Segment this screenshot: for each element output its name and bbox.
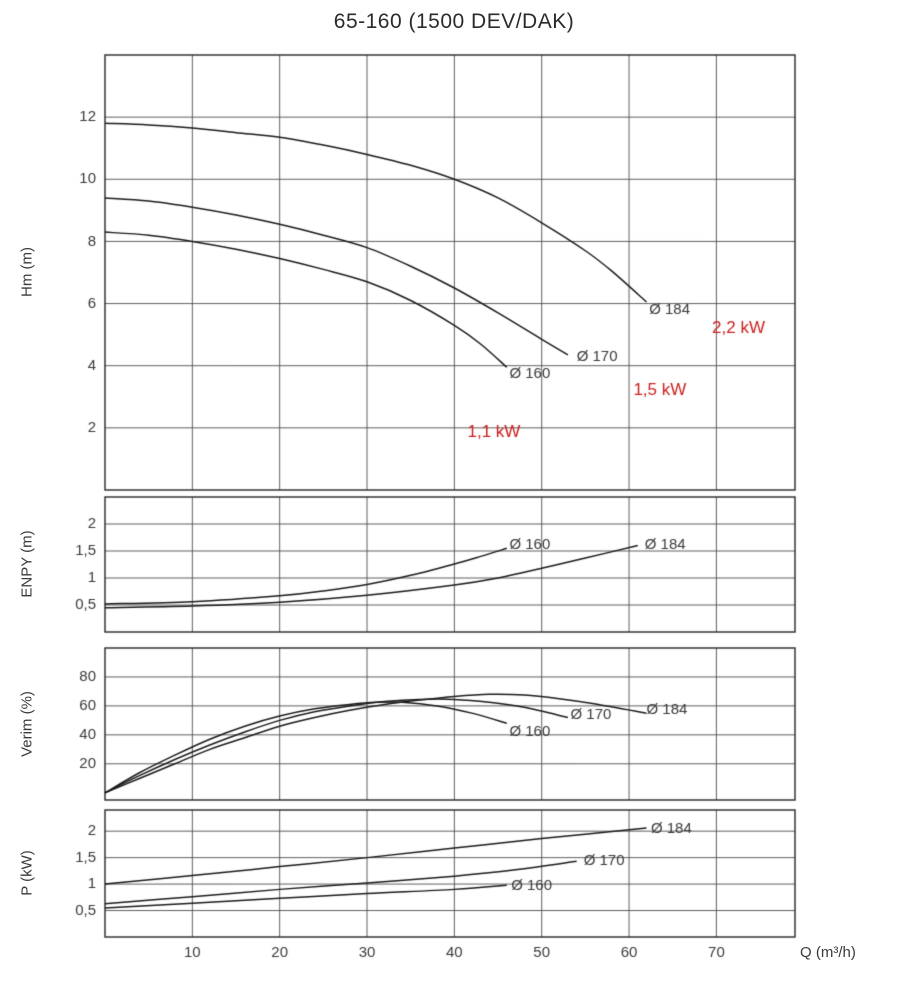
y-axis-label-power: P (kW) (18, 850, 36, 896)
y-axis-label-head: Hm (m) (18, 247, 36, 297)
x-axis-label-flow: Q (m³/h) (800, 944, 856, 961)
y-axis-label-npsh: ENPY (m) (18, 530, 36, 598)
page-title: 65-160 (1500 DEV/DAK) (333, 10, 575, 33)
y-axis-label-efficiency: Verim (%) (18, 691, 36, 757)
